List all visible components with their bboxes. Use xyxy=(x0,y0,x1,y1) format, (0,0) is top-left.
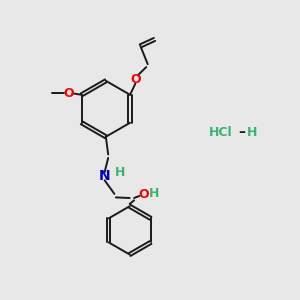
Text: O: O xyxy=(130,73,141,86)
Text: O: O xyxy=(63,87,74,100)
Text: HCl: HCl xyxy=(209,126,232,139)
Text: N: N xyxy=(99,169,110,183)
Text: H: H xyxy=(148,187,159,200)
Text: H: H xyxy=(246,126,257,139)
Text: H: H xyxy=(115,166,125,179)
Text: O: O xyxy=(138,188,149,201)
Text: –: – xyxy=(238,125,245,139)
